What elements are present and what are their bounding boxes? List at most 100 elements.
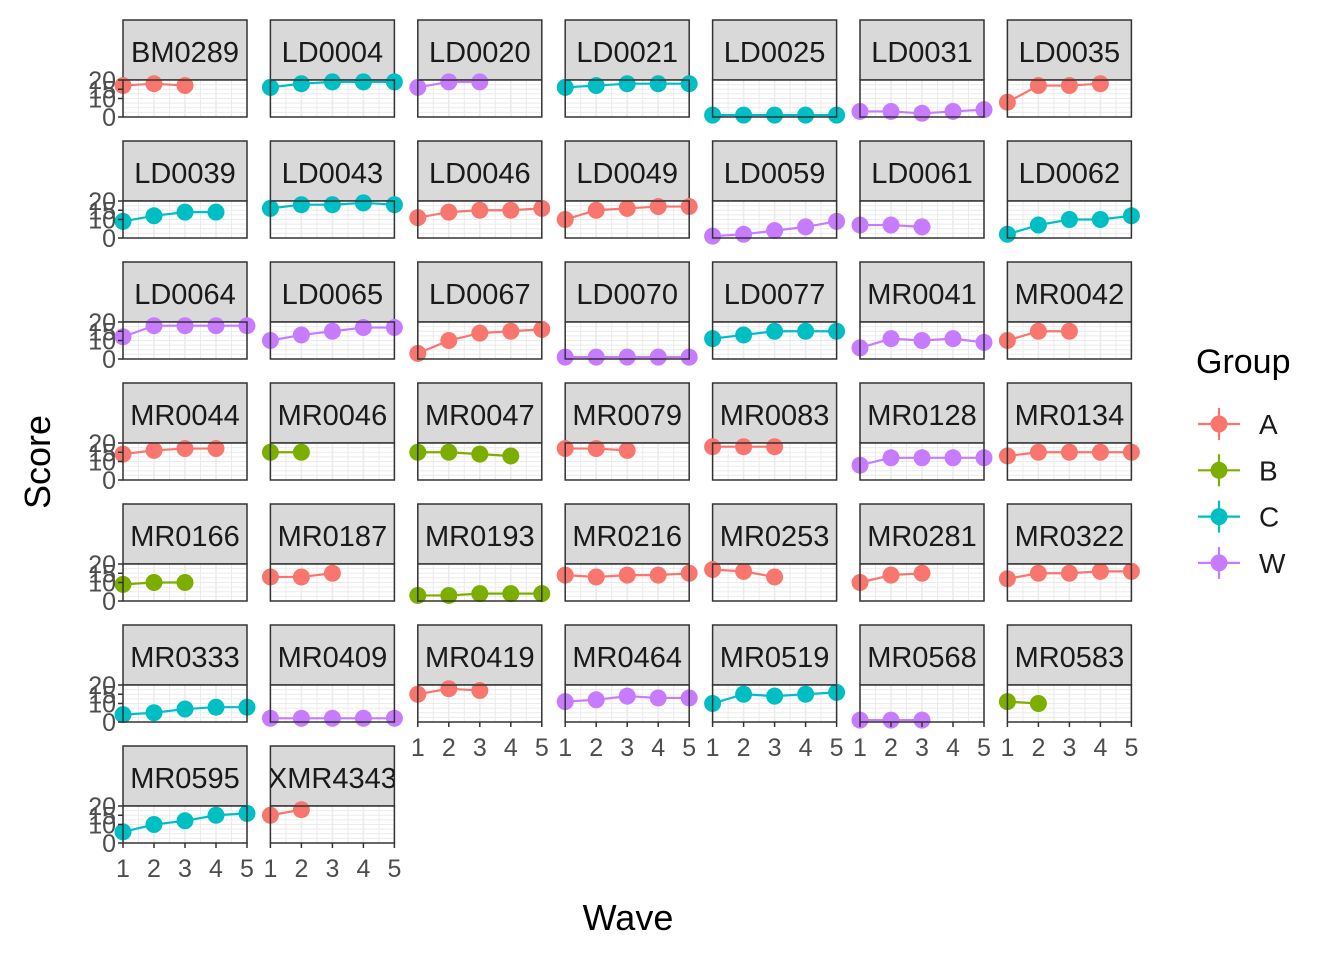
data-point-C <box>618 75 636 93</box>
data-point-W <box>207 317 225 335</box>
y-tick-label: 20 <box>88 67 116 95</box>
panel-border <box>269 442 396 481</box>
facet-strip <box>859 503 985 565</box>
legend-label: B <box>1259 455 1278 486</box>
data-point-W <box>323 322 341 340</box>
panel-border <box>711 563 838 602</box>
data-point-A <box>1029 443 1047 461</box>
x-axis-title: Wave <box>583 897 674 938</box>
x-tick-label: 3 <box>1062 734 1076 762</box>
facet-strip <box>122 261 248 323</box>
facet-strip <box>417 382 543 444</box>
facet-panel: MR0083 <box>704 382 838 481</box>
data-point-C <box>145 816 163 833</box>
data-point-C <box>207 203 225 221</box>
facet-label: MR0519 <box>720 642 830 674</box>
y-tick-label: 0 <box>102 225 116 253</box>
facet-panel: MR0583 1 2 3 4 5 <box>998 624 1138 762</box>
y-tick-label: 0 <box>102 830 116 858</box>
data-point-W <box>471 73 489 91</box>
data-point-B <box>471 445 489 463</box>
facet-strip <box>564 140 690 202</box>
facet-panel: MR0187 <box>261 503 396 602</box>
facet-label: MR0166 <box>130 521 240 553</box>
facet-strip <box>859 261 985 323</box>
data-point-C <box>797 685 815 703</box>
data-point-W <box>440 73 458 91</box>
facet-label: LD0065 <box>282 279 384 311</box>
data-point-W <box>354 319 372 337</box>
facet-label: MR0083 <box>720 400 830 432</box>
x-tick-label: 5 <box>240 855 254 883</box>
data-point-W <box>882 711 900 729</box>
data-point-C <box>176 812 194 830</box>
facet-label: MR0595 <box>130 763 240 795</box>
facet-label: MR0134 <box>1015 400 1125 432</box>
data-point-W <box>882 449 900 467</box>
facet-strip <box>1006 624 1133 686</box>
facet-strip <box>122 382 248 444</box>
legend-label: C <box>1259 502 1279 533</box>
data-point-W <box>882 330 900 348</box>
data-point-A <box>502 201 520 219</box>
facet-strip <box>417 261 543 323</box>
data-point-C <box>207 806 225 824</box>
y-tick-label: 15 <box>88 802 116 830</box>
legend-item-W: W <box>1198 546 1286 579</box>
facet-label: LD0059 <box>724 158 826 190</box>
data-point-B <box>440 586 458 604</box>
data-point-C <box>797 322 815 340</box>
panel-border <box>1006 321 1133 360</box>
facet-label: MR0046 <box>278 400 388 432</box>
facet-label: LD0021 <box>576 37 678 69</box>
x-tick-label: 2 <box>442 734 456 762</box>
data-point-C <box>797 106 815 124</box>
x-tick-label: 5 <box>535 734 549 762</box>
facet-label: LD0020 <box>429 37 531 69</box>
data-point-A <box>735 562 753 580</box>
legend-key-point <box>1210 554 1228 572</box>
data-point-A <box>587 568 605 586</box>
x-tick-label: 1 <box>263 855 277 883</box>
data-point-W <box>913 449 931 467</box>
facet-label: XMR4343 <box>268 763 397 795</box>
data-point-B <box>502 585 520 603</box>
data-point-A <box>145 441 163 459</box>
facet-label: MR0193 <box>425 521 535 553</box>
x-tick-label: 1 <box>116 855 130 883</box>
facet-label: MR0044 <box>130 400 240 432</box>
data-point-W <box>944 102 962 120</box>
facet-label: LD0067 <box>429 279 531 311</box>
facet-label: LD0004 <box>282 37 384 69</box>
facet-panel: LD0046 <box>409 140 551 239</box>
facet-label: MR0281 <box>867 521 977 553</box>
y-tick-label: 0 <box>102 588 116 616</box>
facet-panel: MR0519 1 2 3 4 5 <box>704 624 846 762</box>
data-point-W <box>292 326 310 344</box>
facet-label: MR0079 <box>572 400 682 432</box>
data-point-C <box>766 106 784 124</box>
panel-border <box>417 563 543 602</box>
facet-panel: MR0253 <box>704 503 838 602</box>
data-point-W <box>882 216 900 234</box>
data-point-B <box>1029 695 1047 712</box>
data-point-A <box>735 438 753 456</box>
panel-border <box>1006 79 1133 118</box>
facet-strip <box>1006 382 1133 444</box>
y-tick-label: 15 <box>88 318 116 346</box>
legend-key-point <box>1210 415 1228 433</box>
data-point-B <box>176 574 194 591</box>
panel-border <box>1006 563 1133 602</box>
data-point-A <box>176 77 194 95</box>
panel-border <box>859 442 985 481</box>
data-point-A <box>1029 77 1047 95</box>
x-tick-label: 1 <box>853 734 867 762</box>
data-point-C <box>323 73 341 91</box>
facet-panel: LD0025 <box>704 19 846 124</box>
panel-border <box>859 79 985 118</box>
data-point-A <box>1091 562 1109 580</box>
data-point-A <box>766 568 784 586</box>
